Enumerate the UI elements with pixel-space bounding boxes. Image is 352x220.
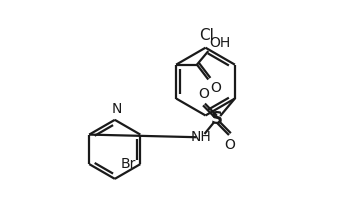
Text: N: N [111, 102, 122, 116]
Text: O: O [210, 81, 221, 95]
Text: Br: Br [121, 157, 137, 171]
Text: S: S [211, 110, 223, 128]
Text: O: O [225, 138, 235, 152]
Text: Cl: Cl [199, 28, 214, 43]
Text: NH: NH [190, 130, 211, 144]
Text: O: O [199, 87, 209, 101]
Text: OH: OH [209, 36, 231, 50]
